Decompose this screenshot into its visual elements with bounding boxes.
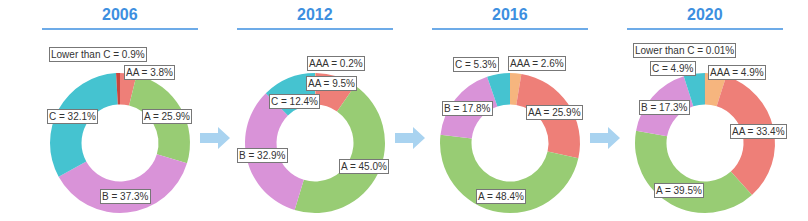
svg-text:A = 39.5%: A = 39.5% bbox=[656, 185, 702, 196]
svg-text:C = 12.4%: C = 12.4% bbox=[271, 96, 318, 107]
svg-text:A = 45.0%: A = 45.0% bbox=[341, 161, 387, 172]
svg-text:A = 25.9%: A = 25.9% bbox=[144, 111, 190, 122]
svg-text:C = 32.1%: C = 32.1% bbox=[49, 111, 96, 122]
svg-text:2020: 2020 bbox=[687, 6, 723, 23]
svg-text:AA = 9.5%: AA = 9.5% bbox=[308, 78, 355, 89]
svg-text:B = 17.8%: B = 17.8% bbox=[444, 103, 491, 114]
svg-text:B = 17.3%: B = 17.3% bbox=[641, 102, 688, 113]
svg-text:AA = 3.8%: AA = 3.8% bbox=[126, 67, 173, 78]
svg-text:2012: 2012 bbox=[297, 6, 333, 23]
svg-text:C = 4.9%: C = 4.9% bbox=[652, 63, 694, 74]
svg-text:AA = 25.9%: AA = 25.9% bbox=[528, 107, 581, 118]
svg-text:Lower than C = 0.01%: Lower than C = 0.01% bbox=[635, 45, 734, 56]
svg-text:AAA = 2.6%: AAA = 2.6% bbox=[510, 58, 564, 69]
svg-text:2016: 2016 bbox=[492, 6, 528, 23]
svg-text:B = 37.3%: B = 37.3% bbox=[102, 191, 149, 202]
svg-text:Lower than C = 0.9%: Lower than C = 0.9% bbox=[51, 49, 145, 60]
svg-text:A = 48.4%: A = 48.4% bbox=[478, 191, 524, 202]
svg-text:AAA = 4.9%: AAA = 4.9% bbox=[710, 67, 764, 78]
svg-text:AA = 33.4%: AA = 33.4% bbox=[732, 126, 785, 137]
svg-text:C = 5.3%: C = 5.3% bbox=[455, 59, 497, 70]
svg-text:AAA = 0.2%: AAA = 0.2% bbox=[309, 58, 363, 69]
svg-text:2006: 2006 bbox=[102, 6, 138, 23]
svg-text:B = 32.9%: B = 32.9% bbox=[239, 150, 286, 161]
